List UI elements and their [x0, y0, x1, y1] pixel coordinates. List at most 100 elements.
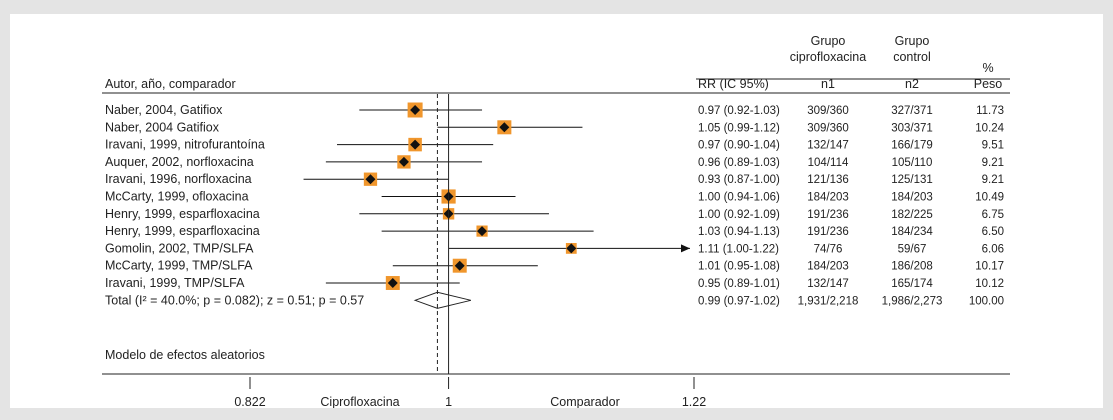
n2-value: 105/110 [892, 157, 933, 169]
n2-value: 165/174 [891, 278, 933, 290]
study-row: Gomolin, 2002, TMP/SLFA 1.11 (1.00-1.22) 7… [105, 241, 1004, 255]
study-row: Auquer, 2002, norfloxacina 0.96 (0.89-1.0… [105, 155, 1004, 169]
study-label: Auquer, 2002, norfloxacina [105, 155, 254, 169]
point-estimate [410, 105, 421, 115]
study-label: Henry, 1999, esparfloxacina [105, 224, 260, 238]
weight-value: 10.49 [975, 192, 1004, 204]
n1-value: 309/360 [807, 122, 849, 134]
rr-value: 0.96 (0.89-1.03) [698, 157, 780, 169]
weight-value: 9.21 [982, 174, 1004, 186]
point-estimate [499, 122, 510, 133]
study-row: Iravani, 1996, norfloxacina 0.93 (0.87-1.… [105, 172, 1004, 186]
header-group1-line3: n1 [821, 77, 835, 91]
n1-value: 184/203 [807, 192, 849, 204]
weight-value: 9.51 [982, 140, 1004, 152]
total-weight-value: 100.00 [969, 295, 1004, 307]
n1-value: 191/236 [807, 226, 849, 238]
total-label: Total (I² = 40.0%; p = 0.082); z = 0.51;… [105, 293, 364, 307]
weight-value: 6.75 [982, 209, 1004, 221]
header-group2-line2: control [893, 50, 931, 64]
study-label: Iravani, 1999, nitrofurantoína [105, 138, 265, 152]
x-tick-label: 0.822 [234, 395, 265, 408]
study-row: Naber, 2004 Gatifiox 1.05 (0.99-1.12) 309/… [105, 120, 1005, 135]
point-estimate [454, 260, 465, 271]
n1-value: 132/147 [807, 140, 849, 152]
point-estimate [410, 139, 421, 150]
study-label: Naber, 2004 Gatifiox [105, 120, 220, 134]
n2-value: 184/203 [891, 192, 933, 204]
total-rr-value: 0.99 (0.97-1.02) [698, 295, 780, 307]
rr-value: 1.01 (0.95-1.08) [698, 261, 780, 273]
study-row: McCarty, 1999, TMP/SLFA 1.01 (0.95-1.08) 1… [105, 259, 1004, 273]
n2-value: 59/67 [898, 243, 927, 255]
study-label: Iravani, 1996, norfloxacina [105, 172, 252, 186]
total-n1-value: 1,931/2,218 [798, 295, 859, 307]
point-estimate [398, 156, 409, 167]
n1-value: 309/360 [807, 105, 849, 117]
rr-value: 1.11 (1.00-1.22) [698, 243, 779, 255]
study-row: Henry, 1999, esparfloxacina 1.00 (0.92-1.… [105, 207, 1004, 221]
point-estimate [365, 174, 376, 185]
header-group1-line1: Grupo [811, 34, 846, 48]
header-rr: RR (IC 95%) [698, 77, 769, 91]
header-group1-line2: ciprofloxacina [790, 50, 866, 64]
weight-value: 10.12 [975, 278, 1004, 290]
n2-value: 184/234 [891, 226, 933, 238]
x-label-left: Ciprofloxacina [320, 395, 399, 408]
rr-value: 0.93 (0.87-1.00) [698, 174, 780, 186]
point-estimate [387, 278, 398, 288]
study-row: Henry, 1999, esparfloxacina 1.03 (0.94-1.… [105, 224, 1004, 238]
x-tick-label: 1.22 [682, 395, 706, 408]
study-row: Iravani, 1999, nitrofurantoína 0.97 (0.90… [105, 138, 1004, 152]
header-group2-line1: Grupo [895, 34, 930, 48]
forest-plot-panel: Autor, año, comparador RR (IC 95%) Grupo… [10, 14, 1103, 408]
n1-value: 74/76 [814, 243, 843, 255]
model-label: Modelo de efectos aleatorios [105, 348, 265, 362]
weight-value: 10.17 [975, 261, 1004, 273]
study-label: Naber, 2004, Gatifiox [105, 103, 223, 117]
n1-value: 132/147 [807, 278, 849, 290]
n1-value: 184/203 [807, 261, 849, 273]
n2-value: 182/225 [891, 209, 933, 221]
study-label: Iravani, 1999, TMP/SLFA [105, 276, 245, 290]
study-row: McCarty, 1999, ofloxacina 1.00 (0.94-1.06… [105, 189, 1004, 204]
header-author: Autor, año, comparador [105, 77, 236, 91]
rr-value: 1.05 (0.99-1.12) [698, 122, 780, 134]
study-label: McCarty, 1999, TMP/SLFA [105, 259, 253, 273]
x-tick-label: 1 [445, 395, 452, 408]
weight-value: 6.06 [982, 243, 1004, 255]
point-estimate [566, 243, 577, 254]
study-rows: Naber, 2004, Gatifiox 0.97 (0.92-1.03) 309… [105, 94, 1005, 374]
study-row: Naber, 2004, Gatifiox 0.97 (0.92-1.03) 309… [105, 102, 1004, 118]
rr-value: 1.03 (0.94-1.13) [698, 226, 780, 238]
rr-value: 0.97 (0.92-1.03) [698, 105, 780, 117]
n2-value: 303/371 [891, 122, 933, 134]
forest-plot: Autor, año, comparador RR (IC 95%) Grupo… [102, 34, 1010, 408]
study-label: McCarty, 1999, ofloxacina [105, 190, 249, 204]
point-estimate [477, 226, 488, 237]
rr-value: 1.00 (0.94-1.06) [698, 192, 780, 204]
total-row: Total (I² = 40.0%; p = 0.082); z = 0.51;… [105, 291, 1004, 309]
n2-value: 125/131 [891, 174, 933, 186]
n1-value: 104/114 [808, 157, 849, 169]
weight-value: 10.24 [975, 122, 1004, 134]
rr-value: 0.97 (0.90-1.04) [698, 140, 780, 152]
summary-diamond [413, 291, 472, 309]
rr-value: 1.00 (0.92-1.09) [698, 209, 780, 221]
weight-value: 9.21 [982, 157, 1004, 169]
n1-value: 121/136 [807, 174, 849, 186]
header-weight-line1: % [982, 61, 993, 75]
n2-value: 327/371 [891, 105, 933, 117]
ci-arrow [681, 244, 690, 253]
n2-value: 166/179 [891, 140, 933, 152]
header-weight-line2: Peso [974, 77, 1003, 91]
x-label-right: Comparador [550, 395, 619, 408]
study-row: Iravani, 1999, TMP/SLFA 0.95 (0.89-1.01) 1… [105, 276, 1004, 290]
total-n2-value: 1,986/2,273 [882, 295, 943, 307]
study-label: Henry, 1999, esparfloxacina [105, 207, 260, 221]
header-group2-line3: n2 [905, 77, 919, 91]
weight-value: 6.50 [982, 226, 1004, 238]
rr-value: 0.95 (0.89-1.01) [698, 278, 780, 290]
study-label: Gomolin, 2002, TMP/SLFA [105, 241, 254, 255]
n1-value: 191/236 [807, 209, 849, 221]
